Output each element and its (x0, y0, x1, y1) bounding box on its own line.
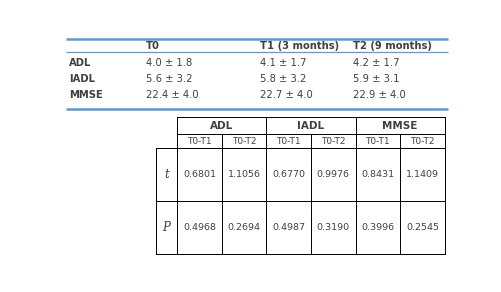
Text: 5.9 ± 3.1: 5.9 ± 3.1 (353, 74, 400, 84)
Text: 0.6770: 0.6770 (272, 170, 305, 179)
Text: T0: T0 (146, 41, 160, 51)
Text: 0.2694: 0.2694 (227, 223, 261, 232)
Text: T0-T2: T0-T2 (232, 137, 257, 146)
Text: 0.4987: 0.4987 (272, 223, 305, 232)
Text: ADL: ADL (210, 121, 233, 131)
Text: 0.4968: 0.4968 (183, 223, 216, 232)
Text: T0-T1: T0-T1 (277, 137, 301, 146)
Text: T2 (9 months): T2 (9 months) (353, 41, 432, 51)
Text: T0-T1: T0-T1 (366, 137, 390, 146)
Text: 0.3190: 0.3190 (317, 223, 350, 232)
Text: 0.2545: 0.2545 (406, 223, 439, 232)
Text: 1.1056: 1.1056 (227, 170, 261, 179)
Text: IADL: IADL (69, 74, 95, 84)
Text: 0.3996: 0.3996 (361, 223, 394, 232)
Text: 0.8431: 0.8431 (361, 170, 394, 179)
Text: 0.6801: 0.6801 (183, 170, 216, 179)
Text: 4.2 ± 1.7: 4.2 ± 1.7 (353, 58, 400, 68)
Text: 1.1409: 1.1409 (406, 170, 439, 179)
Text: T0-T2: T0-T2 (410, 137, 435, 146)
Text: t: t (164, 168, 169, 181)
Text: 22.7 ± 4.0: 22.7 ± 4.0 (260, 90, 313, 100)
Text: P: P (162, 221, 170, 234)
Text: IADL: IADL (298, 121, 325, 131)
Text: 0.9976: 0.9976 (317, 170, 350, 179)
Text: ADL: ADL (69, 58, 91, 68)
Text: T1 (3 months): T1 (3 months) (260, 41, 339, 51)
Text: 4.0 ± 1.8: 4.0 ± 1.8 (146, 58, 192, 68)
Text: MMSE: MMSE (69, 90, 103, 100)
Text: 5.8 ± 3.2: 5.8 ± 3.2 (260, 74, 307, 84)
Text: T0-T2: T0-T2 (321, 137, 346, 146)
Text: 22.9 ± 4.0: 22.9 ± 4.0 (353, 90, 406, 100)
Text: MMSE: MMSE (382, 121, 418, 131)
Text: 5.6 ± 3.2: 5.6 ± 3.2 (146, 74, 193, 84)
Text: 22.4 ± 4.0: 22.4 ± 4.0 (146, 90, 199, 100)
Text: 4.1 ± 1.7: 4.1 ± 1.7 (260, 58, 307, 68)
Text: T0-T1: T0-T1 (187, 137, 212, 146)
